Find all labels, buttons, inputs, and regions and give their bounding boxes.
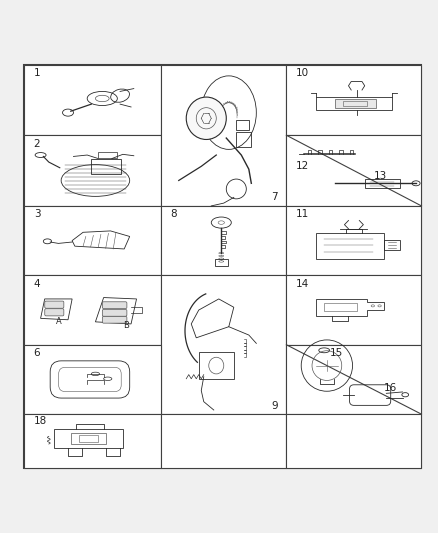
Bar (198, 352, 233, 379)
Bar (343, 101, 367, 106)
Text: B: B (122, 321, 128, 330)
Bar (161, 64, 286, 206)
Text: 18: 18 (34, 416, 47, 426)
Text: 14: 14 (295, 279, 308, 289)
Bar (364, 179, 399, 188)
Bar (24, 64, 161, 135)
Bar (323, 303, 356, 311)
Bar (91, 158, 121, 174)
Bar (286, 64, 420, 135)
FancyBboxPatch shape (102, 310, 127, 316)
FancyBboxPatch shape (45, 309, 64, 316)
Bar (54, 429, 123, 448)
Bar (24, 276, 161, 345)
Text: 4: 4 (34, 279, 40, 289)
Bar (98, 152, 117, 158)
Text: 11: 11 (295, 209, 308, 219)
Bar (286, 276, 420, 345)
Bar (161, 206, 286, 276)
Text: 16: 16 (383, 383, 396, 393)
Bar (236, 132, 251, 147)
Bar (24, 135, 161, 206)
Text: 2: 2 (34, 139, 40, 149)
Bar (334, 99, 374, 108)
Text: 1: 1 (34, 68, 40, 78)
Text: 10: 10 (295, 68, 308, 78)
Bar (286, 135, 420, 206)
Bar (286, 414, 420, 469)
FancyBboxPatch shape (102, 302, 127, 309)
Bar (215, 259, 227, 265)
Bar (286, 345, 420, 414)
Text: 15: 15 (329, 348, 342, 358)
Ellipse shape (186, 97, 226, 140)
Bar (315, 97, 391, 110)
Bar (79, 435, 98, 442)
Text: 8: 8 (170, 209, 176, 219)
Bar (315, 233, 383, 260)
Bar (71, 433, 106, 444)
Text: 12: 12 (295, 160, 308, 171)
Bar (383, 240, 399, 249)
Text: 3: 3 (34, 209, 40, 219)
Text: 9: 9 (271, 401, 277, 411)
Bar (286, 206, 420, 276)
Bar (236, 120, 248, 130)
Text: A: A (56, 317, 61, 326)
FancyBboxPatch shape (102, 317, 127, 323)
Text: 7: 7 (271, 192, 277, 203)
Bar (161, 276, 286, 414)
Text: 6: 6 (34, 348, 40, 358)
Bar (24, 414, 161, 469)
FancyBboxPatch shape (45, 301, 64, 308)
Bar (24, 345, 161, 414)
Bar (161, 414, 286, 469)
Bar (24, 206, 161, 276)
Text: 13: 13 (373, 171, 386, 181)
